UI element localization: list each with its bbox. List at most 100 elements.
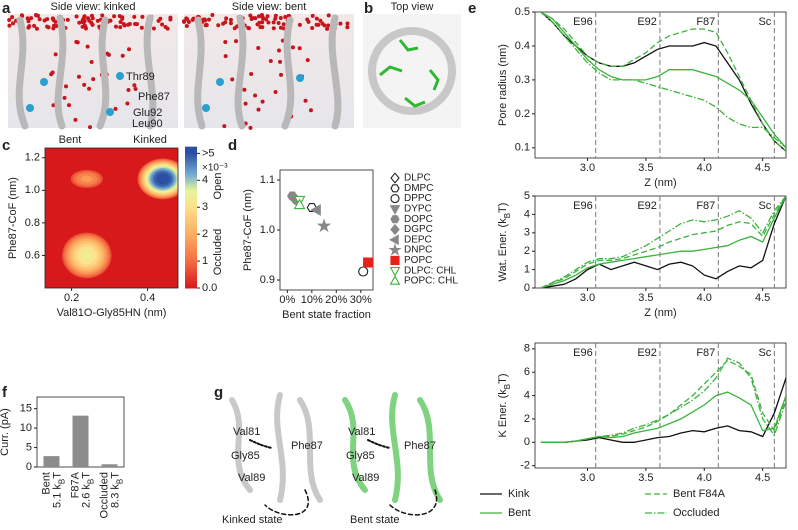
y-tick-label: -2	[520, 460, 530, 472]
water	[133, 21, 138, 26]
water	[120, 16, 125, 21]
panel-letter: c	[2, 137, 10, 154]
x-tick-label: 0%	[279, 294, 295, 306]
y-tick-label: 4	[524, 389, 530, 401]
marker	[390, 172, 400, 184]
residue-label: Phe87	[138, 91, 170, 103]
water	[75, 40, 80, 45]
ions	[26, 72, 304, 116]
colorbar-cell	[185, 162, 197, 165]
colorbar-label: 4	[202, 174, 208, 186]
marker	[390, 184, 400, 193]
residue-label: Gly85	[231, 450, 260, 462]
water	[326, 13, 331, 18]
colorbar-cell	[185, 235, 197, 238]
water	[223, 54, 228, 59]
colorbar-cell	[185, 238, 197, 241]
colorbar-cell	[185, 216, 197, 219]
colorbar-cell	[185, 215, 197, 218]
colorbar-cell	[185, 232, 197, 235]
reference-label: F87	[696, 347, 715, 359]
plot-frame	[44, 147, 179, 289]
y-tick-label: 6	[524, 366, 530, 378]
y-tick-label: 5	[26, 441, 32, 453]
ion	[216, 78, 224, 86]
water	[207, 17, 212, 22]
colorbar-label: >5	[202, 147, 215, 159]
water	[253, 93, 258, 98]
x-tick-label: 3.0	[580, 292, 595, 304]
y-axis-label: Wat. Ener. (kBT)	[497, 203, 512, 282]
water	[26, 25, 31, 30]
colorbar-cell	[185, 283, 197, 286]
colorbar-cell	[185, 197, 197, 200]
colorbar-cell	[185, 203, 197, 206]
colorbar-cell	[185, 169, 197, 172]
helix	[234, 14, 247, 130]
water	[45, 17, 50, 22]
ion	[116, 72, 124, 80]
x-axis-label: Bent state fraction	[282, 309, 371, 321]
water	[210, 13, 215, 18]
y-tick-label: 4	[524, 208, 530, 220]
colorbar-cell	[185, 267, 197, 270]
water	[290, 45, 295, 50]
water	[260, 25, 265, 30]
legend-label: DLPC: CHL	[404, 265, 457, 276]
note-part: T	[109, 472, 121, 479]
y-tick-label: 2	[524, 245, 530, 257]
water	[51, 103, 56, 108]
colorbar-cell	[185, 222, 197, 224]
panel-letter: a	[2, 0, 11, 17]
plot-frame	[534, 342, 787, 469]
water	[279, 72, 284, 77]
colorbar-cell	[185, 278, 197, 281]
helix	[143, 14, 157, 130]
marker	[389, 266, 401, 277]
water	[80, 18, 85, 23]
marker	[390, 194, 400, 204]
colorbar-cell	[185, 156, 197, 158]
y-tick-label: 0.9	[260, 274, 275, 286]
colorbar-cell	[185, 180, 197, 183]
water	[100, 13, 105, 18]
residue-label: Phe87	[404, 440, 436, 452]
water	[89, 60, 94, 65]
water	[222, 124, 227, 129]
state-caption: Bent state	[350, 514, 400, 526]
water	[53, 52, 58, 57]
colorbar-cell	[185, 258, 197, 261]
water	[320, 21, 325, 26]
reference-label: E96	[573, 200, 593, 212]
series-line	[540, 357, 786, 443]
panel-letter: f	[2, 384, 8, 401]
water	[113, 24, 118, 29]
reference-label: E92	[637, 347, 657, 359]
colorbar-cell	[185, 173, 197, 176]
note-part: T	[80, 472, 92, 479]
water	[303, 98, 308, 103]
ion	[106, 108, 114, 116]
water	[26, 19, 31, 24]
y-tick-label: 0.5	[515, 6, 530, 18]
legend-label: POPC: CHL	[404, 276, 458, 287]
water	[345, 25, 350, 30]
legend-label: DGPC	[404, 224, 433, 235]
residue-label: Thr89	[126, 71, 155, 83]
colorbar-cell	[185, 223, 197, 226]
y-label-part: Pore radius (nm)	[497, 44, 509, 126]
residues	[379, 39, 440, 108]
water	[308, 108, 313, 113]
marker	[388, 243, 402, 256]
colorbar-cell	[185, 158, 197, 161]
legend-label: DLPC	[404, 173, 431, 184]
colorbar-cell	[185, 282, 197, 285]
marker	[390, 223, 400, 236]
x-tick-label: 0.4	[140, 292, 155, 304]
y-tick-label: 15	[20, 403, 32, 415]
panel-letter: g	[214, 384, 223, 401]
water	[246, 25, 251, 30]
hbond	[249, 439, 391, 449]
colorbar-cell	[185, 150, 197, 153]
